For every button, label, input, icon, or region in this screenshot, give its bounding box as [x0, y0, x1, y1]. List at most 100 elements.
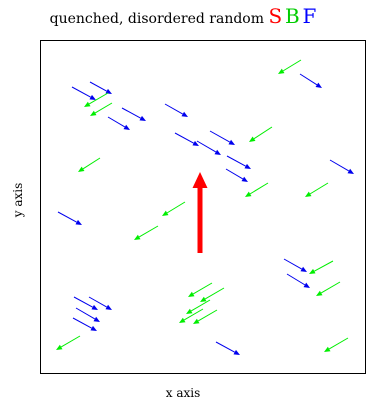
- green-arrow: [56, 335, 81, 350]
- blue-arrow: [107, 116, 130, 130]
- blue-arrow-shaft: [226, 155, 246, 167]
- green-arrow-shaft: [183, 308, 204, 321]
- green-arrow-shaft: [282, 59, 302, 72]
- blue-arrow-head: [75, 219, 82, 225]
- blue-arrow: [174, 132, 199, 146]
- green-arrow: [324, 337, 349, 352]
- title-letter-b: B: [284, 4, 300, 28]
- blue-arrow-head: [105, 304, 112, 310]
- blue-arrow: [196, 140, 221, 155]
- green-arrow-head: [305, 191, 312, 197]
- green-arrow-shaft: [197, 309, 218, 322]
- plot-frame: [40, 40, 366, 374]
- blue-arrow-head: [105, 88, 112, 94]
- blue-arrow-head: [315, 82, 322, 88]
- blue-arrow-head: [214, 149, 221, 155]
- green-arrow: [278, 59, 302, 74]
- blue-arrow-shaft: [71, 86, 91, 98]
- green-arrow-head: [134, 234, 141, 240]
- green-arrow-head: [316, 290, 323, 296]
- chart-title: quenched, disordered random S B F: [0, 6, 366, 29]
- blue-arrow-head: [347, 168, 354, 174]
- blue-arrow: [75, 307, 100, 322]
- blue-arrow-head: [91, 304, 98, 310]
- green-arrow-shaft: [320, 281, 341, 294]
- blue-arrow-head: [181, 111, 188, 117]
- title-letter-s: S: [268, 4, 283, 28]
- blue-arrow-shaft: [215, 341, 235, 353]
- green-arrow-head: [56, 344, 63, 350]
- blue-arrow-shaft: [121, 107, 141, 119]
- green-arrow-head: [162, 210, 169, 216]
- green-arrow-shaft: [82, 157, 101, 170]
- green-arrow-shaft: [192, 282, 213, 295]
- green-arrow-shaft: [166, 201, 186, 214]
- green-arrow-head: [200, 296, 207, 302]
- green-arrow-head: [245, 191, 252, 197]
- green-arrow-head: [90, 110, 97, 116]
- green-arrow-shaft: [94, 102, 113, 114]
- green-arrow: [78, 157, 101, 172]
- blue-arrow: [164, 103, 188, 117]
- green-arrow: [90, 102, 113, 116]
- arrow-group: [56, 59, 354, 355]
- green-arrow: [305, 182, 329, 197]
- blue-arrow: [71, 86, 96, 100]
- title-letter-f: F: [302, 4, 317, 28]
- blue-arrow: [88, 296, 112, 310]
- blue-arrow-shaft: [209, 130, 231, 143]
- blue-arrow-shaft: [299, 73, 318, 86]
- green-arrow-shaft: [309, 182, 329, 195]
- green-arrow-head: [78, 166, 85, 172]
- blue-arrow-head: [303, 282, 310, 288]
- blue-arrow: [299, 73, 322, 88]
- green-arrow-head: [186, 308, 193, 314]
- blue-arrow-shaft: [225, 168, 244, 180]
- blue-arrow: [121, 107, 146, 121]
- green-arrow: [309, 260, 334, 274]
- green-arrow: [249, 126, 273, 142]
- blue-arrow-shaft: [57, 211, 77, 223]
- blue-arrow-shaft: [286, 273, 306, 286]
- blue-arrow-head: [89, 94, 96, 100]
- green-arrow-shaft: [314, 260, 334, 272]
- green-arrow: [188, 282, 213, 297]
- green-arrow: [134, 225, 159, 240]
- blue-arrow-head: [139, 115, 146, 121]
- green-arrow: [316, 281, 341, 296]
- blue-arrow-head: [244, 163, 251, 169]
- blue-arrow-shaft: [283, 258, 303, 270]
- blue-arrow-shaft: [174, 132, 194, 144]
- green-arrow-shaft: [249, 182, 269, 195]
- blue-arrow: [283, 258, 307, 272]
- green-arrow-head: [278, 68, 285, 74]
- blue-arrow-head: [233, 349, 240, 355]
- green-arrow-shaft: [190, 299, 211, 312]
- x-axis-label: x axis: [165, 386, 201, 400]
- green-arrow-head: [193, 318, 200, 324]
- blue-arrow-head: [192, 140, 199, 146]
- green-arrow-shaft: [60, 335, 81, 348]
- blue-arrow-head: [300, 266, 307, 272]
- blue-arrow-head: [123, 124, 130, 130]
- red-big-arrow: [192, 172, 208, 253]
- blue-arrow: [72, 317, 97, 331]
- blue-arrow-head: [228, 139, 235, 145]
- green-arrow-shaft: [138, 225, 159, 238]
- blue-arrow-head: [93, 316, 100, 322]
- green-arrow-head: [84, 101, 91, 107]
- green-arrow: [200, 287, 225, 302]
- green-arrow: [193, 309, 218, 324]
- blue-arrow: [209, 130, 235, 145]
- blue-arrow-shaft: [72, 317, 92, 329]
- green-arrow: [84, 92, 109, 107]
- blue-arrow-shaft: [75, 307, 96, 320]
- green-arrow-shaft: [328, 337, 349, 350]
- green-arrow-head: [188, 291, 195, 297]
- blue-arrow: [226, 155, 251, 169]
- green-arrow-head: [309, 268, 316, 274]
- green-arrow: [245, 182, 269, 197]
- y-axis-label: y axis: [11, 182, 25, 218]
- blue-arrow-head: [90, 325, 97, 331]
- green-arrow-head: [249, 136, 256, 142]
